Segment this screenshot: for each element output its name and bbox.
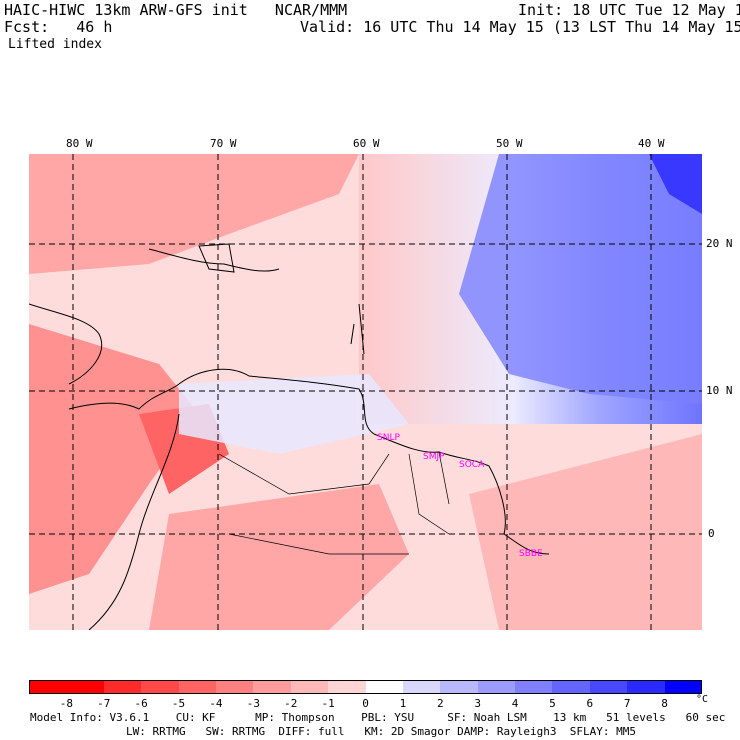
model-info-line1: Model Info: V3.6.1 CU: KF MP: Thompson P…	[30, 711, 726, 724]
colorbar-tick: 7	[623, 697, 631, 710]
colorbar-tick: 6	[586, 697, 594, 710]
colorbar-tick: 1	[399, 697, 407, 710]
stable-caribbean	[179, 374, 409, 454]
colorbar-tick: -5	[171, 697, 186, 710]
colorbar-tick: -6	[134, 697, 148, 710]
colorbar-swatch	[365, 680, 404, 694]
colorbar-swatch	[552, 680, 591, 694]
lat-label: 20 N	[706, 237, 733, 250]
stable-core	[459, 154, 702, 404]
colorbar-tick: 3	[474, 697, 481, 710]
colorbar-tick: 2	[436, 697, 444, 710]
station-label: SBBE	[519, 549, 543, 559]
lon-label: 60 W	[353, 137, 380, 150]
colorbar-unit: °C	[696, 694, 709, 705]
lat-label: 10 N	[706, 384, 733, 397]
colorbar-tick: -3	[246, 697, 260, 710]
stable-max	[649, 154, 702, 214]
colorbar-swatch	[664, 680, 703, 694]
colorbar-swatch	[253, 680, 292, 694]
colorbar-swatch	[103, 680, 142, 694]
model-info-line2: LW: RRTMG SW: RRTMG DIFF: full KM: 2D Sm…	[126, 725, 636, 738]
colorbar-tick: 4	[511, 697, 519, 710]
colorbar-swatch	[402, 680, 441, 694]
colorbar-tick: 5	[549, 697, 556, 710]
colorbar-swatch	[328, 680, 366, 694]
lon-label: 80 W	[66, 137, 93, 150]
colorbar-swatch	[290, 680, 329, 694]
colorbar-tick: -7	[97, 697, 111, 710]
valid-time: Valid: 16 UTC Thu 14 May 15 (13 LST Thu …	[300, 18, 740, 36]
station-label: SNLP	[377, 433, 400, 443]
unstable-south	[149, 484, 409, 630]
lat-label: 0	[708, 527, 715, 540]
colorbar-swatch	[29, 680, 67, 694]
lon-label: 40 W	[638, 137, 665, 150]
lon-label: 70 W	[210, 137, 237, 150]
model-title: HAIC-HIWC 13km ARW-GFS init NCAR/MMM	[4, 1, 348, 19]
unstable-southeast	[469, 434, 702, 630]
colorbar-tick: 8	[661, 697, 668, 710]
init-time: Init: 18 UTC Tue 12 May 15	[518, 1, 740, 19]
colorbar-swatch	[627, 680, 666, 694]
colorbar-swatch	[477, 680, 516, 694]
colorbar-swatch	[141, 680, 180, 694]
lifted-index-map: SNLP SMJP SOCA SBBE	[29, 154, 702, 630]
colorbar-swatch	[215, 680, 254, 694]
colorbar-tick: -8	[59, 697, 73, 710]
colorbar-swatch	[515, 680, 553, 694]
colorbar-tick: -4	[209, 697, 223, 710]
colorbar-swatch	[440, 680, 479, 694]
lon-label: 50 W	[496, 137, 523, 150]
graticule	[29, 154, 702, 630]
station-label: SOCA	[459, 460, 485, 470]
colorbar-swatch	[178, 680, 217, 694]
colorbar-tick: -1	[321, 697, 335, 710]
station-label: SMJP	[423, 452, 445, 462]
colorbar-tick: -2	[284, 697, 298, 710]
colorbar-tick: 0	[362, 697, 369, 710]
colorbar	[29, 680, 703, 694]
borders	[218, 451, 450, 555]
forecast-hour: Fcst: 46 h	[4, 18, 113, 36]
colorbar-swatch	[66, 680, 105, 694]
field-name: Lifted index	[8, 37, 102, 52]
colorbar-swatch	[589, 680, 628, 694]
